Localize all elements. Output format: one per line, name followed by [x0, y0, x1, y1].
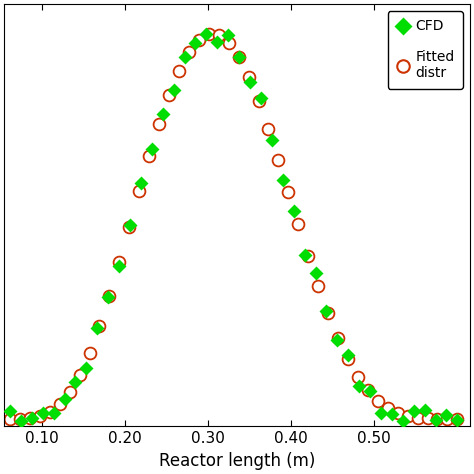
Legend: CFD, Fitted
distr: CFD, Fitted distr — [388, 11, 463, 89]
X-axis label: Reactor length (m): Reactor length (m) — [159, 452, 315, 470]
